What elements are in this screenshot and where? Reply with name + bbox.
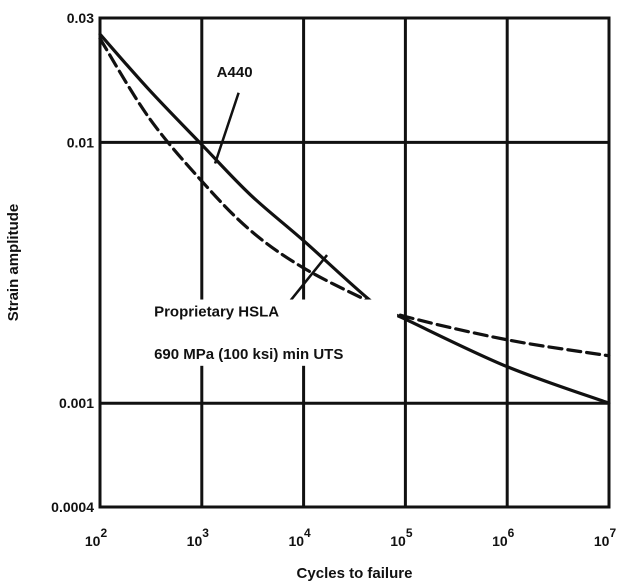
x-tick-label-6: 106 [492, 526, 515, 549]
x-tick-label-4: 104 [288, 526, 311, 549]
grid [98, 16, 611, 509]
plot-frame [98, 16, 611, 509]
y-tick-label-0.03: 0.03 [67, 10, 94, 26]
x-tick-label-3: 103 [187, 526, 210, 549]
x-tick-label-2: 102 [85, 526, 108, 549]
hsla-label-line-2: 690 MPa (100 ksi) min UTS [154, 346, 343, 363]
hsla-leader-line [283, 254, 329, 309]
a440-label: A440 [217, 64, 253, 81]
a440-label-background [213, 62, 266, 83]
x-axis-title: Cycles to failure [297, 565, 413, 582]
a440-curve [98, 32, 611, 405]
hsla-curve [98, 37, 611, 358]
x-tick-label-7: 107 [594, 526, 617, 549]
x-tick-label-5: 105 [390, 526, 413, 549]
y-axis-title: Strain amplitude [5, 204, 22, 322]
hsla-label-background [151, 299, 398, 366]
a440-leader-line [213, 92, 240, 164]
y-tick-label-0.01: 0.01 [67, 134, 94, 150]
hsla-label-line-1: Proprietary HSLA [154, 304, 279, 321]
y-tick-label-0.001: 0.001 [59, 395, 94, 411]
tick-labels: 102 103 104 105 106 107 0.03 0.01 0.001 0.0004 [51, 10, 616, 549]
y-tick-label-0.0004: 0.0004 [51, 499, 94, 515]
series-layer [98, 32, 611, 405]
